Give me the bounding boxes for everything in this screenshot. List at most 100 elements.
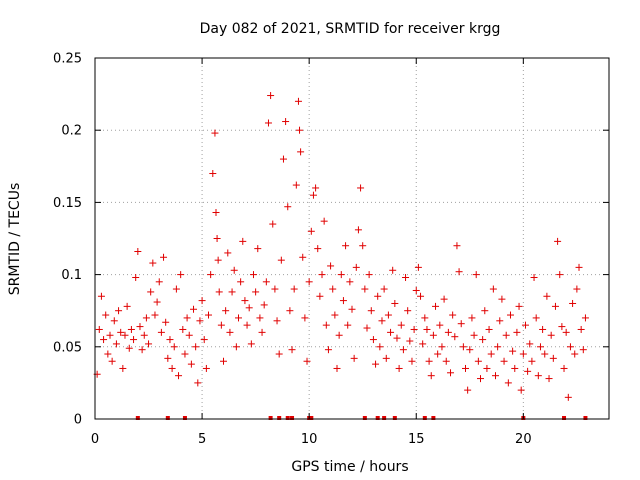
- data-point: [372, 360, 380, 368]
- data-point: [299, 253, 307, 261]
- data-point: [449, 311, 457, 319]
- data-point: [179, 325, 187, 333]
- data-point: [528, 357, 536, 365]
- data-point: [192, 343, 200, 351]
- data-point: [256, 314, 264, 322]
- data-point: [517, 386, 525, 394]
- data-point: [296, 126, 304, 134]
- zero-marker: [285, 416, 290, 420]
- data-point: [117, 328, 125, 336]
- data-point: [277, 256, 285, 264]
- data-point: [395, 364, 403, 372]
- data-point: [483, 364, 491, 372]
- data-point: [260, 301, 268, 309]
- data-point: [410, 325, 418, 333]
- data-point: [138, 346, 146, 354]
- data-point: [202, 364, 210, 372]
- data-point: [273, 317, 281, 325]
- zero-marker: [135, 416, 140, 420]
- data-point: [374, 292, 382, 300]
- data-point: [554, 237, 562, 245]
- data-point: [333, 364, 341, 372]
- x-axis-label: GPS time / hours: [291, 459, 408, 475]
- data-point: [575, 263, 583, 271]
- data-point: [290, 285, 298, 293]
- data-point: [513, 328, 521, 336]
- y-tick-label: 0.15: [53, 196, 82, 211]
- data-point: [541, 350, 549, 358]
- data-point: [521, 321, 529, 329]
- data-point: [425, 357, 433, 365]
- zero-marker: [268, 416, 273, 420]
- data-point: [243, 321, 251, 329]
- data-point: [190, 305, 198, 313]
- data-point: [230, 266, 238, 274]
- data-point: [97, 292, 105, 300]
- data-point: [309, 191, 317, 199]
- data-point: [168, 364, 176, 372]
- data-point: [172, 285, 180, 293]
- data-point: [151, 311, 159, 319]
- zero-marker: [382, 416, 387, 420]
- data-point: [502, 331, 510, 339]
- data-point: [119, 364, 127, 372]
- data-point: [519, 350, 527, 358]
- data-point: [322, 321, 330, 329]
- zero-marker: [392, 416, 397, 420]
- data-point: [365, 271, 373, 279]
- data-point: [421, 314, 429, 322]
- zero-marker: [583, 416, 588, 420]
- data-point: [279, 155, 287, 163]
- data-point: [115, 307, 123, 315]
- data-point: [134, 247, 142, 255]
- data-point: [494, 343, 502, 351]
- data-point: [175, 372, 183, 380]
- data-point: [245, 304, 253, 312]
- data-point: [271, 285, 279, 293]
- data-point: [391, 299, 399, 307]
- data-point: [297, 148, 305, 156]
- zero-marker: [277, 416, 282, 420]
- grid-lines: [95, 58, 609, 419]
- data-point: [269, 220, 277, 228]
- data-point: [258, 328, 266, 336]
- data-point: [170, 343, 178, 351]
- data-point: [560, 364, 568, 372]
- data-point: [549, 354, 557, 362]
- data-point: [130, 336, 138, 344]
- data-point: [434, 350, 442, 358]
- data-point: [466, 346, 474, 354]
- data-point: [284, 203, 292, 211]
- data-point: [232, 343, 240, 351]
- data-point: [108, 357, 116, 365]
- data-point: [350, 354, 358, 362]
- data-point: [181, 350, 189, 358]
- x-tick-label: 20: [515, 432, 532, 447]
- data-point: [489, 285, 497, 293]
- data-point: [532, 314, 540, 322]
- data-point: [102, 311, 110, 319]
- data-point: [312, 184, 320, 192]
- data-point: [389, 266, 397, 274]
- data-point: [579, 346, 587, 354]
- data-point: [459, 343, 467, 351]
- data-point: [305, 278, 313, 286]
- data-point: [162, 318, 170, 326]
- y-tick-label: 0.05: [53, 340, 82, 355]
- x-tick-label: 15: [408, 432, 425, 447]
- data-point: [357, 184, 365, 192]
- y-tick-label: 0: [74, 413, 82, 428]
- data-point: [264, 119, 272, 127]
- data-point: [500, 357, 508, 365]
- data-point: [112, 340, 120, 348]
- data-point: [275, 350, 283, 358]
- data-point: [496, 317, 504, 325]
- data-point: [432, 302, 440, 310]
- data-point: [438, 343, 446, 351]
- data-point: [440, 295, 448, 303]
- data-point: [462, 364, 470, 372]
- data-point: [249, 271, 257, 279]
- data-point: [307, 227, 315, 235]
- data-point: [551, 302, 559, 310]
- data-point: [481, 307, 489, 315]
